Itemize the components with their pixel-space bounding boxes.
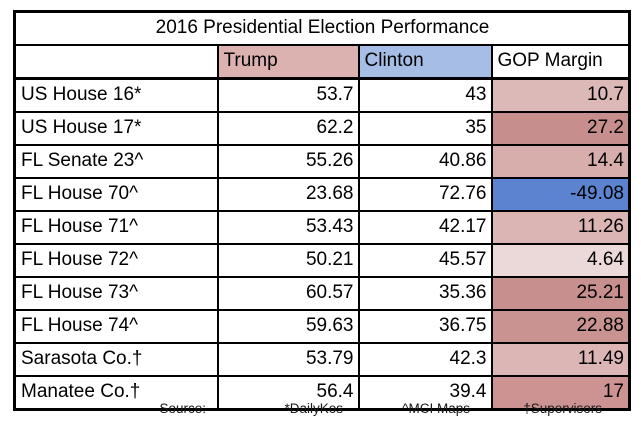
trump-value: 53.43 (216, 210, 360, 245)
trump-value: 62.2 (216, 111, 360, 146)
election-performance-table: 2016 Presidential Election Performance T… (13, 10, 631, 411)
table-row: FL House 72^ 50.21 45.57 4.64 (13, 243, 631, 278)
table-row: US House 16* 53.7 43 10.7 (13, 77, 631, 113)
trump-value: 53.79 (216, 342, 360, 377)
row-label: FL House 70^ (13, 177, 219, 212)
gop-margin-value: 11.49 (490, 342, 631, 377)
clinton-value: 43 (357, 77, 493, 113)
clinton-value: 42.3 (357, 342, 493, 377)
gop-margin-value: 11.26 (490, 210, 631, 245)
trump-value: 23.68 (216, 177, 360, 212)
gop-margin-value: 4.64 (490, 243, 631, 278)
table-row: FL House 71^ 53.43 42.17 11.26 (13, 210, 631, 245)
column-header-blank (13, 44, 219, 80)
trump-value: 55.26 (216, 144, 360, 179)
table-row: FL House 74^ 59.63 36.75 22.88 (13, 309, 631, 344)
row-label: US House 16* (13, 77, 219, 113)
table-title: 2016 Presidential Election Performance (13, 10, 631, 46)
gop-margin-value: 14.4 (490, 144, 631, 179)
clinton-value: 40.86 (357, 144, 493, 179)
title-row: 2016 Presidential Election Performance (13, 10, 631, 46)
column-header-trump: Trump (216, 44, 360, 80)
row-label: FL House 71^ (13, 210, 219, 245)
clinton-value: 36.75 (357, 309, 493, 344)
table-row: Sarasota Co.† 53.79 42.3 11.49 (13, 342, 631, 377)
table-row: Manatee Co.† 56.4 39.4 17 (13, 375, 631, 411)
table-row: FL Senate 23^ 55.26 40.86 14.4 (13, 144, 631, 179)
trump-value: 60.57 (216, 276, 360, 311)
gop-margin-value: 17 (490, 375, 631, 411)
row-label: Sarasota Co.† (13, 342, 219, 377)
gop-margin-value: 27.2 (490, 111, 631, 146)
header-row: Trump Clinton GOP Margin (13, 44, 631, 80)
gop-margin-value: 25.21 (490, 276, 631, 311)
source-label: Source: (159, 401, 206, 416)
table-row: US House 17* 62.2 35 27.2 (13, 111, 631, 146)
gop-margin-value: -49.08 (490, 177, 631, 212)
column-header-gop-margin: GOP Margin (490, 44, 631, 80)
trump-value: 56.4 (216, 375, 360, 411)
gop-margin-value: 22.88 (490, 309, 631, 344)
row-label: FL House 72^ (13, 243, 219, 278)
table-row: FL House 73^ 60.57 35.36 25.21 (13, 276, 631, 311)
clinton-value: 45.57 (357, 243, 493, 278)
clinton-value: 39.4 (357, 375, 493, 411)
clinton-value: 35.36 (357, 276, 493, 311)
clinton-value: 35 (357, 111, 493, 146)
trump-value: 50.21 (216, 243, 360, 278)
clinton-value: 72.76 (357, 177, 493, 212)
source-note-dailykos: *DailyKos (284, 401, 343, 416)
trump-value: 53.7 (216, 77, 360, 113)
trump-value: 59.63 (216, 309, 360, 344)
row-label: FL House 74^ (13, 309, 219, 344)
table-row: FL House 70^ 23.68 72.76 -49.08 (13, 177, 631, 212)
gop-margin-value: 10.7 (490, 77, 631, 113)
row-label: FL Senate 23^ (13, 144, 219, 179)
row-label: FL House 73^ (13, 276, 219, 311)
source-footer: Source: *DailyKos ^MCI Maps †Supervisors (13, 401, 628, 416)
column-header-clinton: Clinton (357, 44, 493, 80)
source-note-supervisors: †Supervisors (523, 401, 602, 416)
clinton-value: 42.17 (357, 210, 493, 245)
row-label: Manatee Co.† (13, 375, 219, 411)
row-label: US House 17* (13, 111, 219, 146)
source-note-mci-maps: ^MCI Maps (402, 401, 470, 416)
